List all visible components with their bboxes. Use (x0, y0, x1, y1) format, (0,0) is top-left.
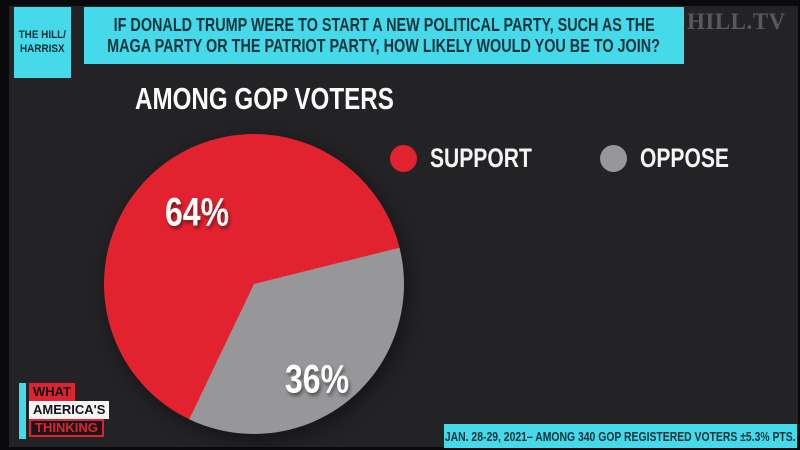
legend-item-oppose: OPPOSE (600, 142, 754, 174)
legend-label-oppose: OPPOSE (640, 142, 729, 173)
left-edge-strip (0, 0, 9, 450)
logo-word-what: WHAT (29, 383, 76, 401)
hill-harrisx-logo-line1: THE HILL/ (18, 28, 67, 41)
logo-word-thinking: THINKING (29, 419, 104, 437)
legend-label-support: SUPPORT (430, 142, 532, 173)
logo-cyan-bar (19, 383, 26, 439)
hilltv-logo: HILL.TV (687, 9, 786, 34)
what-americas-thinking-logo: WHAT AMERICA'S THINKING (19, 382, 139, 440)
bottom-edge-strip (0, 447, 800, 450)
support-swatch-icon (390, 144, 417, 172)
right-edge-strip (798, 0, 800, 450)
question-line-2: MAGA PARTY OR THE PATRIOT PARTY, HOW LIK… (107, 35, 661, 56)
pie-chart: 64% 36% (104, 134, 404, 434)
source-banner: JAN. 28-29, 2021– AMONG 340 GOP REGISTER… (444, 424, 797, 448)
question-banner: IF DONALD TRUMP WERE TO START A NEW POLI… (84, 7, 684, 64)
question-line-1: IF DONALD TRUMP WERE TO START A NEW POLI… (113, 14, 655, 35)
source-note: JAN. 28-29, 2021– AMONG 340 GOP REGISTER… (445, 428, 796, 444)
section-title: AMONG GOP VOTERS (135, 81, 394, 116)
hill-harrisx-logo: THE HILL/ HARRISX (14, 7, 71, 78)
hill-harrisx-logo-line2: HARRISX (20, 42, 65, 55)
oppose-swatch-icon (600, 144, 627, 172)
pie-label-support: 64% (164, 190, 230, 235)
legend-item-support: SUPPORT (390, 142, 561, 174)
top-edge-strip (0, 0, 800, 6)
logo-word-americas: AMERICA'S (29, 401, 110, 419)
pie-label-oppose: 36% (284, 357, 350, 402)
